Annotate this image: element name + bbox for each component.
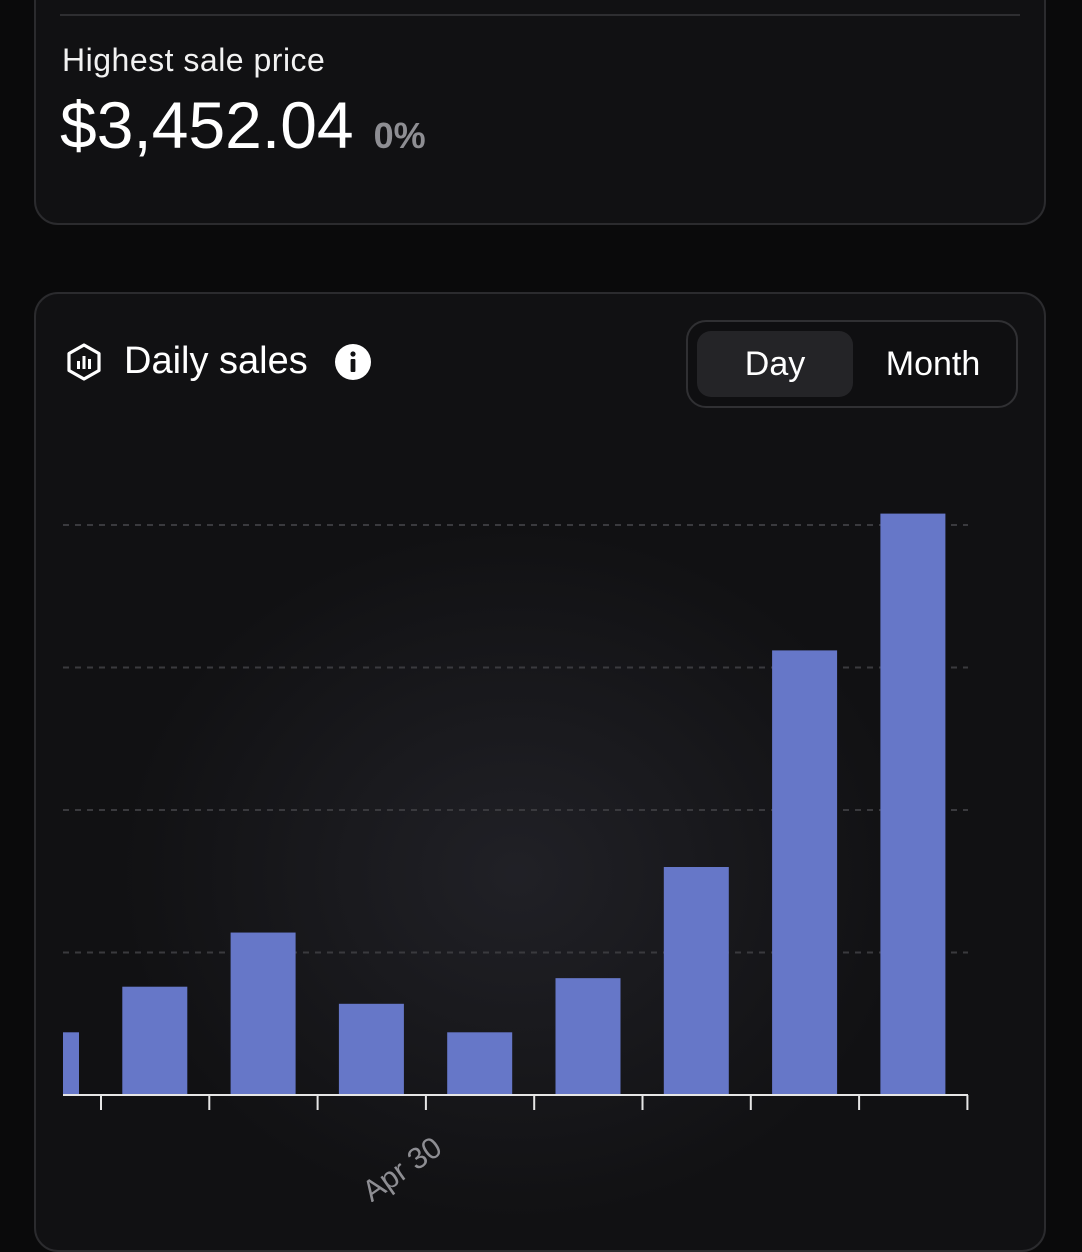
bar[interactable] bbox=[63, 1032, 79, 1095]
toggle-month-button[interactable]: Month bbox=[885, 344, 981, 383]
stat-value: $3,452.04 bbox=[60, 88, 354, 162]
chart-header: Daily sales bbox=[64, 340, 372, 383]
bar[interactable] bbox=[663, 867, 729, 1095]
info-icon[interactable] bbox=[334, 343, 372, 381]
hexagon-chart-icon bbox=[64, 342, 104, 382]
period-toggle: Day Month bbox=[686, 320, 1018, 408]
bar[interactable] bbox=[880, 513, 946, 1095]
bar[interactable] bbox=[555, 978, 621, 1095]
stat-row: $3,452.04 0% bbox=[60, 92, 426, 158]
bar[interactable] bbox=[447, 1032, 513, 1095]
daily-sales-chart: Apr 30 bbox=[63, 513, 969, 1202]
card-divider bbox=[60, 14, 1020, 16]
bar[interactable] bbox=[122, 986, 188, 1095]
chart-title: Daily sales bbox=[124, 340, 308, 382]
daily-sales-card: Daily sales Day Month Apr 30 bbox=[34, 292, 1046, 1252]
stat-change: 0% bbox=[373, 115, 426, 156]
bar[interactable] bbox=[772, 650, 838, 1095]
bar[interactable] bbox=[230, 932, 296, 1095]
highest-sale-card: Highest sale price $3,452.04 0% bbox=[34, 0, 1046, 225]
stat-label: Highest sale price bbox=[62, 42, 326, 78]
bar[interactable] bbox=[338, 1003, 404, 1095]
toggle-day-button[interactable]: Day bbox=[697, 331, 853, 397]
x-tick-label: Apr 30 bbox=[357, 1131, 448, 1202]
